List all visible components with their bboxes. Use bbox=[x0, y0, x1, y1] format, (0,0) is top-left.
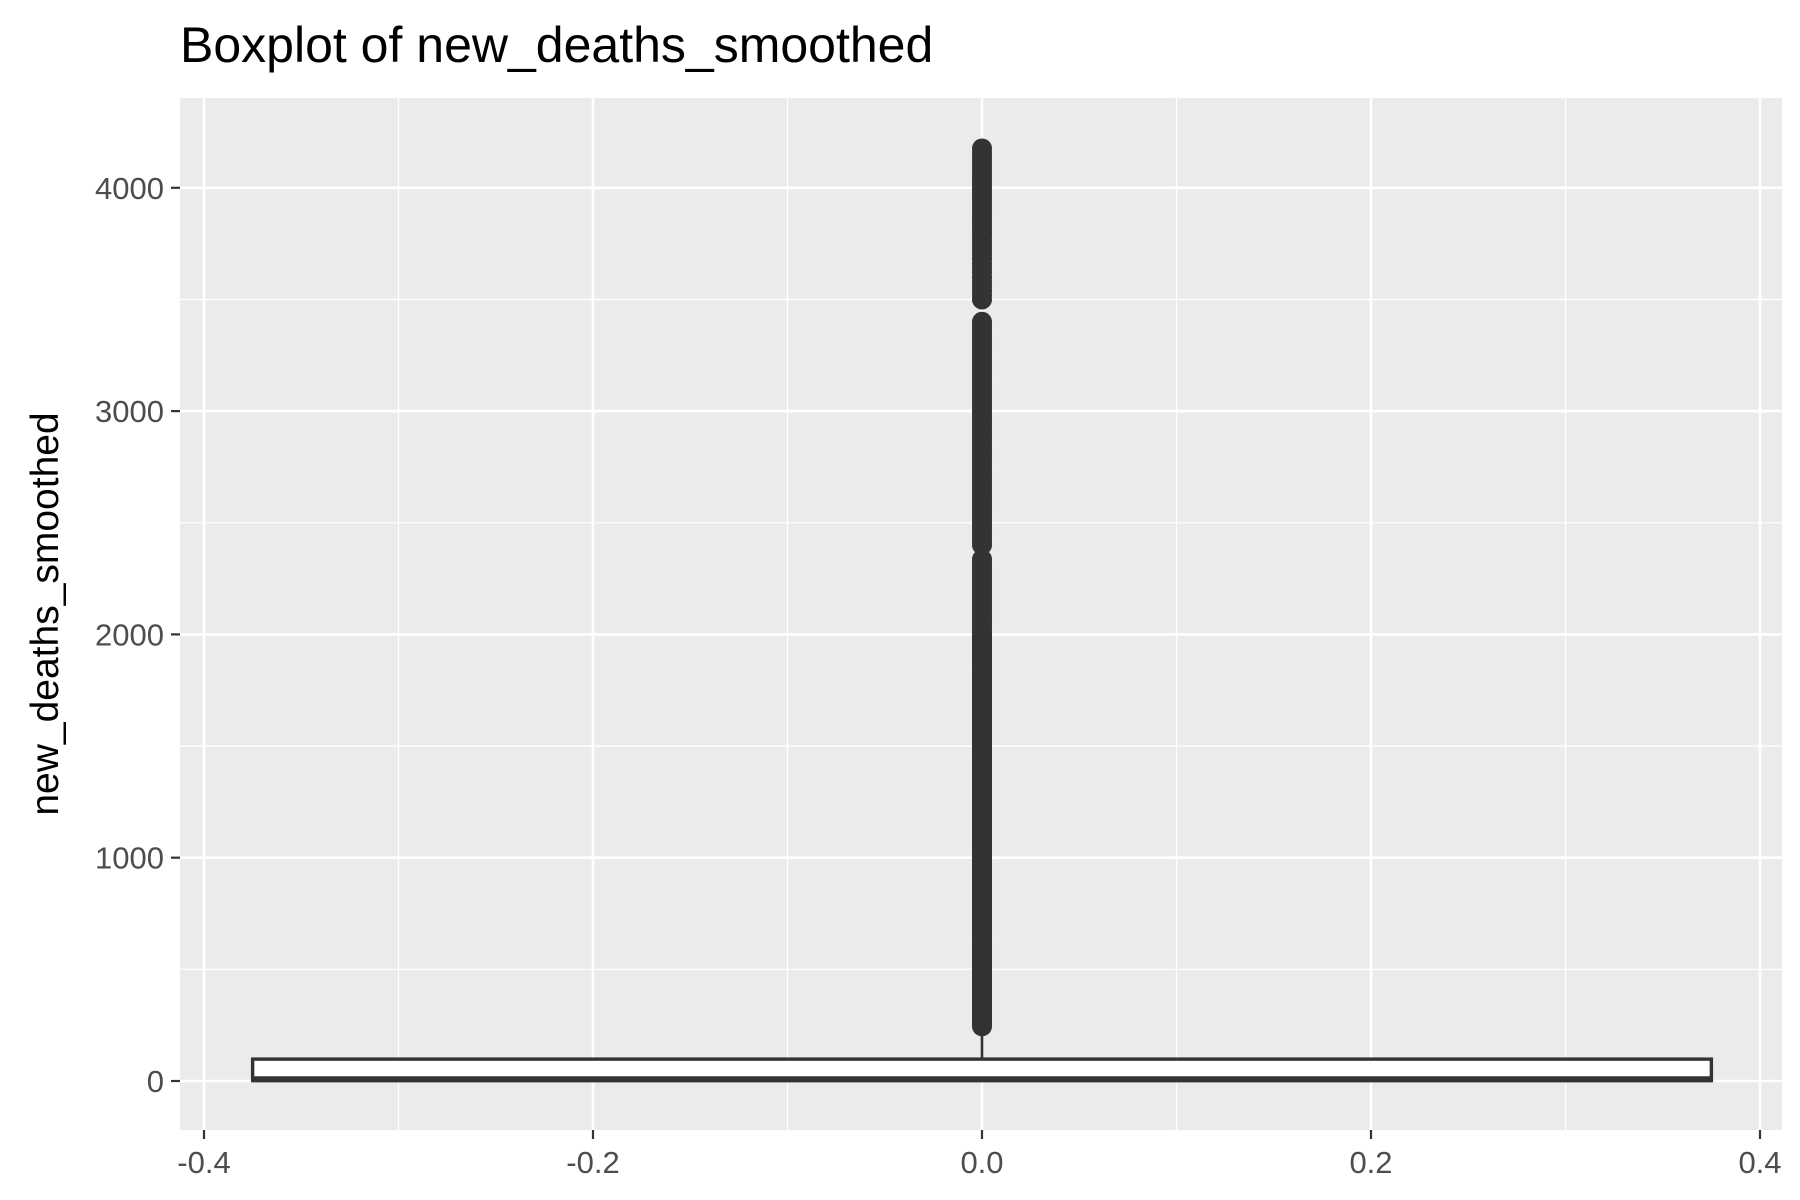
box-layer bbox=[250, 1026, 1714, 1083]
outlier-point bbox=[972, 138, 992, 159]
y-tick-label: 2000 bbox=[95, 617, 164, 652]
outlier-point bbox=[972, 549, 992, 570]
y-tick-label: 0 bbox=[147, 1064, 164, 1099]
x-tick-label: -0.2 bbox=[566, 1145, 619, 1180]
outlier-points bbox=[972, 138, 992, 1037]
x-tick-label: 0.4 bbox=[1738, 1145, 1781, 1180]
outlier-point bbox=[972, 311, 992, 332]
y-axis-title: new_deaths_smoothed bbox=[24, 412, 67, 815]
y-tick-label: 3000 bbox=[95, 394, 164, 429]
x-axis-ticks: -0.4 -0.2 0.0 0.2 0.4 bbox=[177, 1130, 1782, 1180]
x-tick-label: 0.2 bbox=[1349, 1145, 1392, 1180]
x-tick-label: 0.0 bbox=[960, 1145, 1003, 1180]
y-tick-label: 4000 bbox=[95, 171, 164, 206]
y-tick-label: 1000 bbox=[95, 841, 164, 876]
x-tick-label: -0.4 bbox=[177, 1145, 230, 1180]
chart-title: Boxplot of new_deaths_smoothed bbox=[180, 17, 933, 73]
y-axis-ticks: 0 1000 2000 3000 4000 bbox=[95, 171, 180, 1099]
